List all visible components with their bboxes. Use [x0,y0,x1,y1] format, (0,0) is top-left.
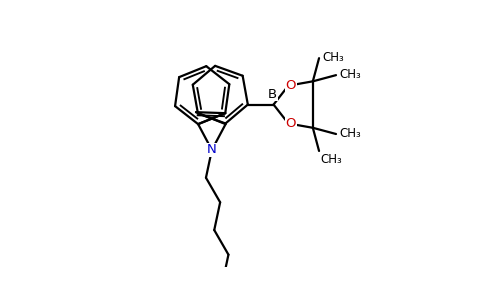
Text: CH₃: CH₃ [339,68,361,81]
Text: B: B [268,88,277,101]
Text: N: N [207,143,217,157]
Text: CH₃: CH₃ [322,51,344,64]
Text: CH₃: CH₃ [320,153,342,166]
Text: CH₃: CH₃ [339,127,361,140]
Text: O: O [286,79,296,92]
Text: O: O [286,117,296,130]
